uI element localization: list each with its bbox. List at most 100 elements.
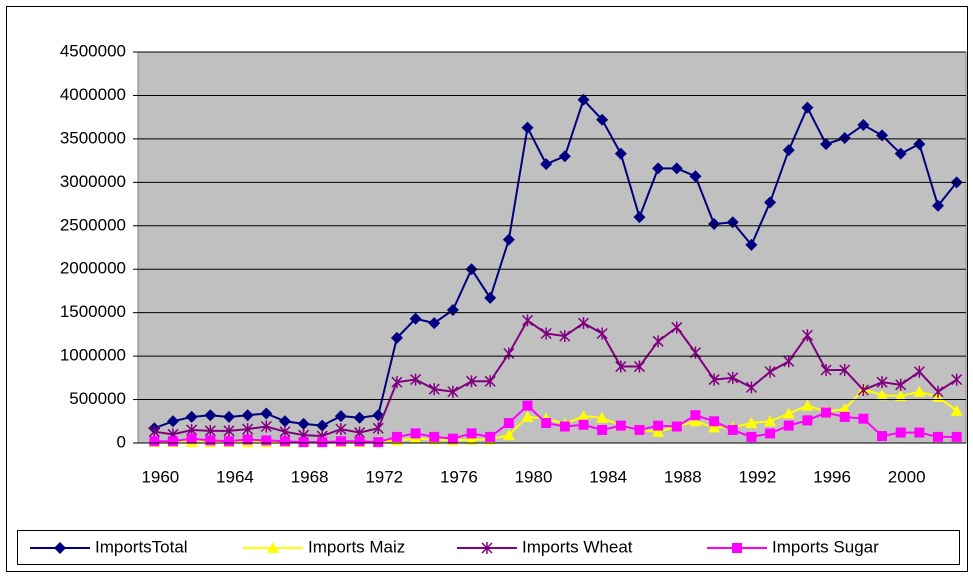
marker — [801, 329, 813, 342]
marker — [185, 410, 198, 423]
marker — [689, 415, 702, 427]
marker — [671, 421, 682, 432]
marker — [503, 347, 515, 360]
marker — [577, 410, 590, 422]
y-tick-label: 4500000 — [60, 41, 126, 60]
marker — [802, 415, 813, 426]
marker — [597, 424, 608, 435]
marker — [204, 409, 217, 422]
marker — [633, 211, 646, 224]
marker — [596, 411, 609, 423]
marker — [933, 431, 944, 442]
marker — [260, 407, 273, 420]
marker — [540, 158, 553, 171]
y-tick-label: 500000 — [69, 389, 126, 408]
marker — [764, 415, 777, 427]
marker — [429, 431, 440, 442]
marker — [857, 383, 869, 396]
marker — [466, 375, 478, 388]
marker — [466, 428, 477, 439]
marker — [689, 170, 702, 183]
marker — [614, 147, 627, 160]
y-tick-label: 1500000 — [60, 302, 126, 321]
marker — [316, 419, 329, 432]
marker — [484, 375, 496, 388]
marker — [241, 409, 254, 422]
marker — [764, 365, 776, 378]
marker — [267, 542, 279, 553]
marker — [821, 407, 832, 418]
marker — [540, 327, 552, 340]
marker — [391, 431, 402, 442]
marker — [732, 543, 742, 553]
marker — [223, 436, 234, 447]
marker — [260, 420, 272, 433]
marker — [596, 327, 608, 340]
marker — [745, 417, 758, 429]
marker — [278, 415, 291, 428]
marker — [838, 403, 851, 415]
marker — [951, 431, 962, 442]
y-tick-label: 4000000 — [60, 85, 126, 104]
marker — [746, 431, 757, 442]
marker — [913, 385, 926, 397]
marker — [764, 196, 777, 209]
marker — [652, 162, 665, 175]
marker — [914, 427, 925, 438]
marker — [148, 425, 160, 438]
marker — [521, 314, 534, 327]
marker — [839, 364, 851, 377]
series — [149, 400, 962, 448]
marker — [297, 417, 310, 430]
marker — [335, 423, 347, 436]
x-tick-label: 2000 — [888, 467, 926, 486]
marker — [950, 404, 963, 416]
marker — [502, 233, 515, 246]
marker — [782, 144, 795, 157]
marker — [204, 424, 216, 437]
marker — [858, 413, 869, 424]
marker — [559, 330, 571, 343]
marker — [167, 436, 178, 447]
marker — [521, 410, 534, 422]
marker — [410, 373, 422, 386]
marker — [708, 373, 720, 386]
marker — [876, 376, 888, 389]
marker — [222, 410, 235, 423]
marker — [354, 436, 365, 447]
marker — [481, 542, 493, 554]
marker — [801, 399, 814, 411]
marker — [578, 419, 589, 430]
marker — [503, 418, 514, 429]
plot-area — [137, 51, 967, 444]
x-tick-label: 1964 — [216, 467, 254, 486]
marker — [391, 376, 403, 389]
y-tick-label: 3000000 — [60, 172, 126, 191]
marker — [447, 433, 458, 444]
marker — [149, 436, 160, 447]
y-tick-label: 1000000 — [60, 346, 126, 365]
marker — [765, 428, 776, 439]
marker — [522, 400, 533, 411]
legend-label: Imports Sugar — [772, 537, 879, 556]
marker — [820, 364, 832, 377]
marker — [783, 355, 795, 368]
marker — [390, 331, 403, 344]
marker — [334, 410, 347, 423]
marker — [932, 199, 945, 212]
marker — [596, 113, 609, 126]
marker — [653, 420, 664, 431]
marker — [783, 420, 794, 431]
series — [148, 314, 963, 443]
marker — [913, 365, 925, 378]
marker — [279, 425, 291, 438]
marker — [801, 101, 814, 114]
marker — [409, 312, 422, 325]
marker — [242, 434, 253, 445]
marker — [895, 427, 906, 438]
marker — [745, 238, 758, 251]
y-tick-label: 2000000 — [60, 259, 126, 278]
marker — [577, 317, 590, 330]
x-tick-label: 1976 — [440, 467, 478, 486]
